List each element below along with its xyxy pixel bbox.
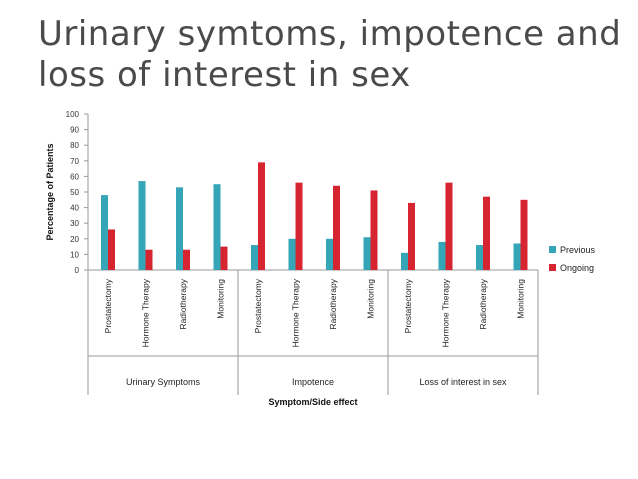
bar-ongoing bbox=[445, 182, 453, 270]
category-label: Hormone Therapy bbox=[441, 278, 451, 347]
bar-previous bbox=[288, 238, 296, 270]
category-label: Monitoring bbox=[366, 279, 376, 319]
bar-previous bbox=[513, 243, 521, 270]
y-tick-label: 30 bbox=[70, 219, 79, 228]
category-label: Monitoring bbox=[516, 279, 526, 319]
bar-ongoing bbox=[370, 190, 378, 270]
y-tick-label: 90 bbox=[70, 126, 79, 135]
y-tick-label: 40 bbox=[70, 204, 79, 213]
bar-ongoing bbox=[220, 246, 228, 270]
y-tick-label: 70 bbox=[70, 157, 79, 166]
category-label: Prostatectomy bbox=[403, 278, 413, 333]
bar-previous bbox=[326, 238, 333, 270]
bar-ongoing bbox=[295, 182, 303, 270]
bar-ongoing bbox=[258, 162, 265, 270]
x-axis-title: Symptom/Side effect bbox=[268, 397, 357, 407]
y-tick-label: 80 bbox=[70, 141, 79, 150]
y-tick-label: 10 bbox=[70, 250, 79, 259]
bar-previous bbox=[251, 245, 258, 270]
title-line-2: loss of interest in sex bbox=[38, 55, 411, 95]
bar-previous bbox=[176, 187, 183, 270]
bar-ongoing bbox=[108, 229, 115, 270]
group-label: Impotence bbox=[292, 377, 334, 387]
category-label: Prostatectomy bbox=[103, 278, 113, 333]
bar-previous bbox=[213, 184, 221, 270]
legend-swatch bbox=[549, 246, 556, 253]
legend-label: Previous bbox=[560, 245, 596, 255]
bar-previous bbox=[101, 195, 108, 270]
y-tick-label: 0 bbox=[75, 266, 80, 275]
legend-swatch bbox=[549, 264, 556, 271]
y-tick-label: 20 bbox=[70, 235, 79, 244]
category-label: Hormone Therapy bbox=[141, 278, 151, 347]
y-tick-label: 60 bbox=[70, 172, 79, 181]
bar-previous bbox=[138, 181, 146, 270]
bar-previous bbox=[438, 241, 446, 270]
category-label: Hormone Therapy bbox=[291, 278, 301, 347]
category-label: Radiotherapy bbox=[478, 278, 488, 329]
group-label: Loss of interest in sex bbox=[419, 377, 507, 387]
bar-ongoing bbox=[183, 249, 190, 270]
title-line-1: Urinary symtoms, impotence and bbox=[38, 14, 622, 54]
bar-ongoing bbox=[483, 196, 490, 270]
y-axis-title: Percentage of Patients bbox=[45, 143, 55, 240]
y-tick-label: 100 bbox=[66, 110, 80, 119]
category-label: Radiotherapy bbox=[328, 278, 338, 329]
category-label: Prostatectomy bbox=[253, 278, 263, 333]
slide-title: Urinary symtoms, impotence and loss of i… bbox=[38, 14, 622, 96]
bar-previous bbox=[401, 252, 408, 270]
category-labels: Prostatectomy Hormone Therapy Radiotherapy… bbox=[103, 278, 526, 347]
bar-previous bbox=[363, 237, 371, 270]
category-label: Monitoring bbox=[216, 279, 226, 319]
legend: Previous Ongoing bbox=[549, 245, 596, 273]
bar-ongoing bbox=[145, 249, 153, 270]
y-axis: 0 10 20 30 40 50 60 70 80 90 100 bbox=[66, 110, 539, 395]
group-labels: Urinary Symptoms Impotence Loss of interes… bbox=[126, 377, 507, 387]
bar-previous bbox=[476, 245, 483, 270]
bar-ongoing bbox=[408, 202, 415, 270]
legend-label: Ongoing bbox=[560, 263, 594, 273]
bars bbox=[101, 162, 528, 270]
y-tick-label: 50 bbox=[70, 188, 79, 197]
bar-ongoing bbox=[333, 185, 340, 270]
bar-ongoing bbox=[520, 199, 528, 270]
group-label: Urinary Symptoms bbox=[126, 377, 201, 387]
category-label: Radiotherapy bbox=[178, 278, 188, 329]
